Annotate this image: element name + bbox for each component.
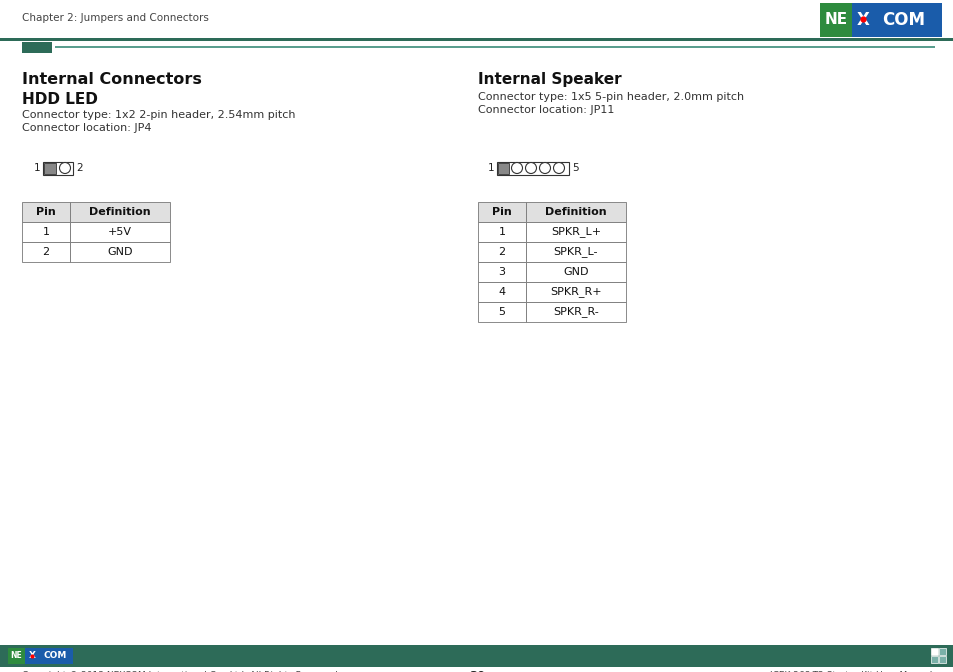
Bar (22, 202, 70, 222)
Bar (525, 262, 625, 282)
Bar (477, 302, 525, 322)
Bar (497, 161, 568, 175)
Text: Connector location: JP11: Connector location: JP11 (477, 105, 614, 115)
Text: 5: 5 (572, 163, 578, 173)
Bar (820, 3, 851, 37)
Bar (477, 222, 525, 242)
Text: Chapter 2: Jumpers and Connectors: Chapter 2: Jumpers and Connectors (22, 13, 209, 23)
Bar (930, 648, 937, 655)
Bar (22, 242, 70, 262)
Text: SPKR_L+: SPKR_L+ (551, 226, 600, 237)
Text: 5: 5 (498, 307, 505, 317)
Text: 1: 1 (487, 163, 494, 173)
Text: SPKR_R-: SPKR_R- (553, 306, 598, 317)
Bar (525, 242, 625, 262)
Bar (938, 648, 945, 655)
Text: 4: 4 (497, 287, 505, 297)
Text: 2: 2 (497, 247, 505, 257)
Text: 3: 3 (498, 267, 505, 277)
Text: NE: NE (823, 13, 846, 28)
Bar (938, 656, 945, 663)
Text: Internal Speaker: Internal Speaker (477, 72, 621, 87)
Text: 2: 2 (42, 247, 50, 257)
Bar (477, 282, 525, 302)
Bar (55, 46, 934, 48)
Text: 30: 30 (468, 669, 485, 672)
Text: Pin: Pin (492, 207, 512, 217)
Text: +5V: +5V (108, 227, 132, 237)
Text: 1: 1 (43, 227, 50, 237)
Bar (0, 645, 953, 667)
Text: Definition: Definition (544, 207, 606, 217)
Bar (525, 282, 625, 302)
Text: SPKR_L-: SPKR_L- (553, 247, 598, 257)
Bar (23, 648, 73, 664)
Bar (477, 242, 525, 262)
Bar (0, 38, 953, 40)
Circle shape (59, 163, 71, 173)
Bar (849, 3, 941, 37)
Text: Internal Connectors: Internal Connectors (22, 72, 202, 87)
Text: GND: GND (562, 267, 588, 277)
Bar (477, 202, 525, 222)
Text: SPKR_R+: SPKR_R+ (550, 286, 601, 298)
Bar (44, 163, 56, 173)
Bar (70, 222, 170, 242)
Text: Pin: Pin (36, 207, 56, 217)
Text: 1: 1 (498, 227, 505, 237)
Text: 1: 1 (33, 163, 40, 173)
Bar (525, 202, 625, 222)
Text: 2: 2 (76, 163, 83, 173)
Circle shape (511, 163, 522, 173)
Circle shape (553, 163, 564, 173)
Text: Connector location: JP4: Connector location: JP4 (22, 123, 152, 133)
Text: NE: NE (10, 651, 22, 661)
Bar (22, 42, 52, 53)
Text: X: X (856, 11, 868, 29)
Text: GND: GND (107, 247, 132, 257)
Bar (525, 302, 625, 322)
Text: COM: COM (882, 11, 924, 29)
Bar (8, 648, 25, 664)
Bar (70, 202, 170, 222)
Text: Definition: Definition (89, 207, 151, 217)
Bar (525, 222, 625, 242)
Circle shape (525, 163, 536, 173)
Bar (930, 656, 937, 663)
Circle shape (539, 163, 550, 173)
Bar (497, 163, 509, 173)
Bar (477, 262, 525, 282)
Text: COM: COM (43, 651, 67, 661)
Text: X: X (29, 651, 35, 661)
Text: Connector type: 1x5 5-pin header, 2.0mm pitch: Connector type: 1x5 5-pin header, 2.0mm … (477, 92, 743, 102)
Bar (43, 161, 73, 175)
Text: HDD LED: HDD LED (22, 92, 98, 107)
Bar (70, 242, 170, 262)
Bar (22, 222, 70, 242)
Text: Connector type: 1x2 2-pin header, 2.54mm pitch: Connector type: 1x2 2-pin header, 2.54mm… (22, 110, 295, 120)
